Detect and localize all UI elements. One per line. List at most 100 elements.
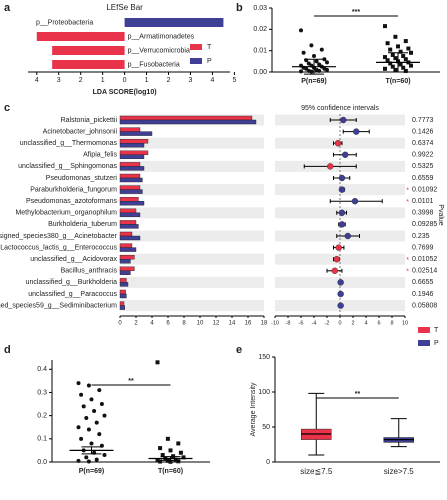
- p-value: 0.0101: [412, 198, 434, 205]
- point: [99, 402, 104, 407]
- bar: [119, 293, 127, 299]
- ci-estimate: [335, 244, 342, 251]
- point: [401, 65, 406, 70]
- p-value: 0.6559: [412, 175, 434, 182]
- p-value: 0.3998: [412, 210, 434, 217]
- ci-estimate: [334, 139, 342, 147]
- bar: [119, 189, 143, 194]
- ci-estimate: [351, 197, 359, 205]
- bar-label: p__Proteobacteria: [36, 19, 93, 26]
- point: [89, 397, 94, 402]
- category-label: unclassified_g__Paracoccus: [28, 291, 117, 298]
- ci-tick-label: 6: [377, 320, 380, 326]
- y-axis-label: Average Intensity: [250, 382, 257, 436]
- p-value: 0.05808: [412, 302, 437, 309]
- x-tick-label: 1: [145, 77, 149, 84]
- point: [390, 52, 395, 57]
- ci-tick-label: 4: [364, 320, 367, 326]
- row-band: [120, 207, 264, 219]
- p-value: 0.5325: [412, 163, 434, 170]
- point: [79, 436, 84, 441]
- point: [409, 50, 413, 55]
- point: [102, 413, 107, 418]
- ci-estimate: [337, 279, 344, 286]
- category-label: Lactococcus_lactis_g__Enterococcus: [0, 244, 117, 251]
- point: [86, 383, 91, 388]
- ci-tick-label: -2: [325, 320, 330, 326]
- bar: [52, 60, 125, 69]
- p-value: 0.1426: [412, 128, 434, 135]
- row-band: [120, 253, 264, 265]
- ci-estimate: [338, 221, 346, 228]
- ci-estimate: [338, 186, 346, 193]
- p-value: 0.235: [412, 233, 430, 240]
- ci-estimate: [331, 267, 338, 274]
- category-label: Ralstonia_pickettii: [61, 117, 118, 124]
- bar: [119, 254, 135, 260]
- significance-label: ***: [352, 9, 360, 16]
- x-tick-label: 3: [189, 77, 193, 84]
- ci-estimate: [338, 174, 346, 182]
- point: [76, 381, 81, 386]
- category-label: Assigned_species380_g__Acinetobacter: [0, 233, 118, 240]
- ci-title: 95% confidence intervals: [301, 105, 379, 112]
- bar: [119, 278, 127, 283]
- point: [97, 432, 102, 437]
- category-label: unclassified_g__Thermomonas: [20, 140, 118, 147]
- point: [406, 46, 411, 51]
- point: [393, 67, 398, 72]
- point: [393, 56, 398, 61]
- panel-letter: e: [236, 344, 242, 356]
- x-tick-label: 4: [150, 321, 154, 327]
- bar: [119, 119, 257, 125]
- point: [388, 47, 393, 52]
- x-tick-label: P(n=69): [79, 468, 104, 475]
- row-band: [120, 160, 264, 172]
- category-label: Burkholderia_tuberum: [48, 221, 117, 228]
- bar: [119, 212, 141, 218]
- ci-estimate: [333, 256, 340, 263]
- x-tick-label: 4: [210, 77, 214, 84]
- bar: [119, 173, 141, 179]
- x-tick-label: 10: [197, 321, 204, 327]
- bar: [119, 150, 149, 156]
- ci-tick-label: -8: [286, 320, 291, 326]
- bar: [119, 305, 125, 310]
- bar: [119, 224, 139, 229]
- bar: [119, 243, 133, 248]
- point: [401, 54, 406, 58]
- legend-swatch: [418, 327, 430, 333]
- legend-label: T: [207, 44, 212, 51]
- ci-tick-label: -4: [312, 320, 317, 326]
- point: [403, 57, 408, 62]
- panel-letter: c: [4, 102, 10, 114]
- bar-label: p__Fusobacteria: [128, 61, 180, 68]
- point: [86, 459, 91, 464]
- point: [178, 450, 183, 455]
- category-label: Pseudomonas_azotoformans: [26, 198, 118, 205]
- point: [155, 458, 160, 463]
- point: [393, 34, 398, 39]
- bar: [119, 270, 131, 275]
- row-band: [120, 300, 264, 312]
- significance-label: **: [355, 391, 361, 398]
- point: [325, 67, 329, 72]
- point: [173, 457, 178, 462]
- significance-label: **: [128, 378, 134, 385]
- row-band: [120, 276, 264, 288]
- y-tick-label: 0.02: [253, 26, 267, 33]
- y-tick-label: 0.4: [37, 366, 47, 373]
- significance-mark: *: [406, 199, 409, 206]
- point: [314, 59, 319, 64]
- y-tick-label: 100: [258, 389, 270, 396]
- point: [84, 415, 89, 420]
- point: [312, 54, 316, 58]
- x-tick-label: 2: [134, 321, 138, 327]
- bar-label: p__Armatimonadetes: [128, 33, 195, 40]
- x-tick-label: 16: [245, 321, 252, 327]
- y-tick-label: 0.00: [253, 69, 267, 76]
- bar: [119, 196, 139, 202]
- x-tick-label: 5: [232, 77, 236, 84]
- point: [383, 55, 387, 60]
